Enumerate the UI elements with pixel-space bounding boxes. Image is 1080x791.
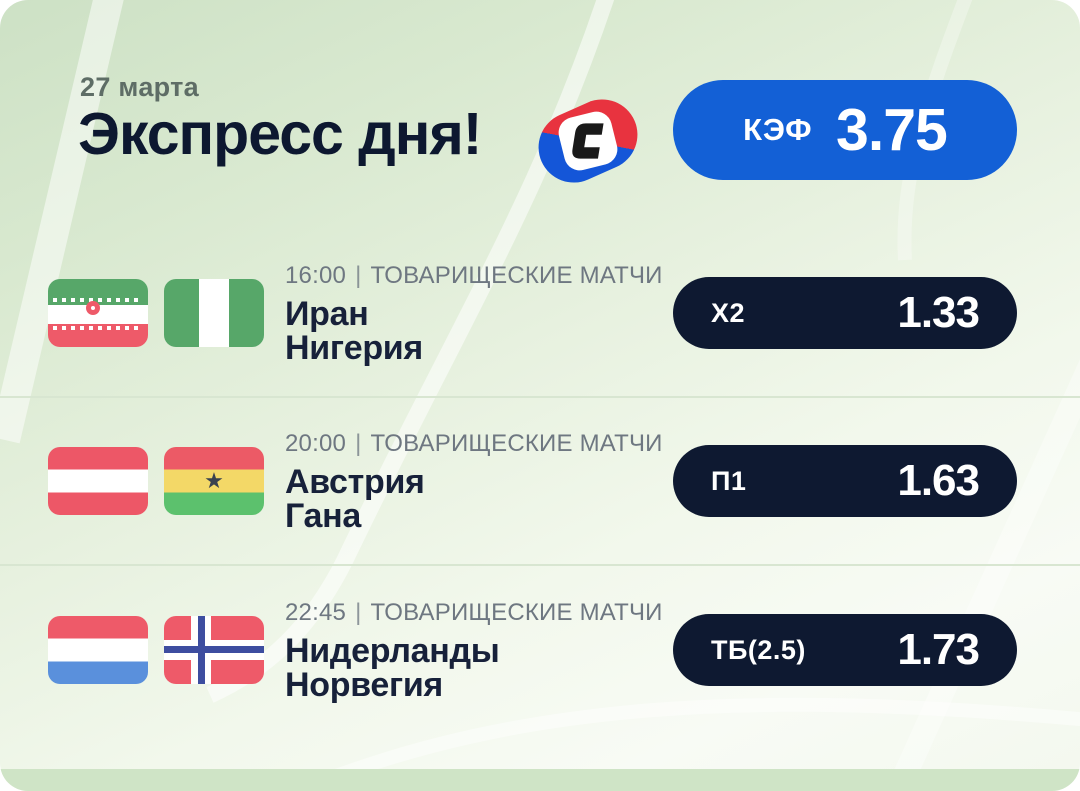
- meta-separator: |: [355, 261, 362, 289]
- date-label: 27 марта: [80, 72, 199, 102]
- bet-odds: 1.73: [897, 625, 980, 674]
- match-time: 22:45: [285, 598, 347, 626]
- bet-odds: 1.33: [897, 288, 980, 337]
- total-coefficient-button[interactable]: КЭФ 3.75: [673, 80, 1017, 180]
- coef-label: КЭФ: [743, 112, 813, 147]
- match-time: 20:00: [285, 429, 347, 457]
- iran-flag-icon: [48, 279, 148, 347]
- bet-market: ТБ(2.5): [711, 634, 806, 665]
- match-time: 16:00: [285, 261, 347, 289]
- bet-market: Х2: [711, 297, 746, 328]
- match-league: ТОВАРИЩЕСКИЕ МАТЧИ: [370, 598, 663, 626]
- bet-button-x2[interactable]: Х2 1.33: [673, 277, 1017, 349]
- bet-button-p1[interactable]: П1 1.63: [673, 445, 1017, 517]
- match-meta: 16:00 | ТОВАРИЩЕСКИЕ МАТЧИ: [285, 262, 673, 290]
- home-team: Иран: [285, 294, 369, 333]
- bet-market: П1: [711, 465, 747, 496]
- coef-value: 3.75: [836, 97, 948, 163]
- match-info: 16:00 | ТОВАРИЩЕСКИЕ МАТЧИ Иран Нигерия: [285, 262, 673, 365]
- matches-list: 16:00 | ТОВАРИЩЕСКИЕ МАТЧИ Иран Нигерия Х2…: [0, 230, 1080, 734]
- home-team: Нидерланды: [285, 631, 500, 670]
- austria-flag-icon: [48, 447, 148, 515]
- flags-pair: [48, 279, 264, 347]
- bet-odds: 1.63: [897, 456, 980, 505]
- flags-pair: ★: [48, 447, 264, 515]
- flags-pair: [48, 616, 264, 684]
- away-team: Нигерия: [285, 328, 423, 367]
- match-row-austria-ghana: ★ 20:00 | ТОВАРИЩЕСКИЕ МАТЧИ Австрия Гана …: [0, 398, 1080, 566]
- match-info: 22:45 | ТОВАРИЩЕСКИЕ МАТЧИ Нидерланды Норв…: [285, 599, 673, 702]
- match-league: ТОВАРИЩЕСКИЕ МАТЧИ: [370, 429, 663, 457]
- match-meta: 22:45 | ТОВАРИЩЕСКИЕ МАТЧИ: [285, 599, 673, 627]
- ghana-flag-icon: ★: [164, 447, 264, 515]
- bottom-green-band: [0, 769, 1080, 791]
- match-info: 20:00 | ТОВАРИЩЕСКИЕ МАТЧИ Австрия Гана: [285, 430, 673, 533]
- iran-emblem-icon: [86, 301, 100, 315]
- match-meta: 20:00 | ТОВАРИЩЕСКИЕ МАТЧИ: [285, 430, 673, 458]
- nigeria-flag-icon: [164, 279, 264, 347]
- match-league: ТОВАРИЩЕСКИЕ МАТЧИ: [370, 261, 663, 289]
- match-row-iran-nigeria: 16:00 | ТОВАРИЩЕСКИЕ МАТЧИ Иран Нигерия Х2…: [0, 230, 1080, 398]
- meta-separator: |: [355, 429, 362, 457]
- home-team: Австрия: [285, 462, 425, 501]
- meta-separator: |: [355, 598, 362, 626]
- norway-flag-icon: [164, 616, 264, 684]
- championat-c-logo-icon: [538, 99, 638, 183]
- netherlands-flag-icon: [48, 616, 148, 684]
- away-team: Гана: [285, 496, 361, 535]
- ghana-star-icon: ★: [204, 468, 224, 493]
- bet-button-over25[interactable]: ТБ(2.5) 1.73: [673, 614, 1017, 686]
- page-title: Экспресс дня!: [78, 101, 482, 167]
- match-row-netherlands-norway: 22:45 | ТОВАРИЩЕСКИЕ МАТЧИ Нидерланды Норв…: [0, 566, 1080, 734]
- away-team: Норвегия: [285, 665, 443, 704]
